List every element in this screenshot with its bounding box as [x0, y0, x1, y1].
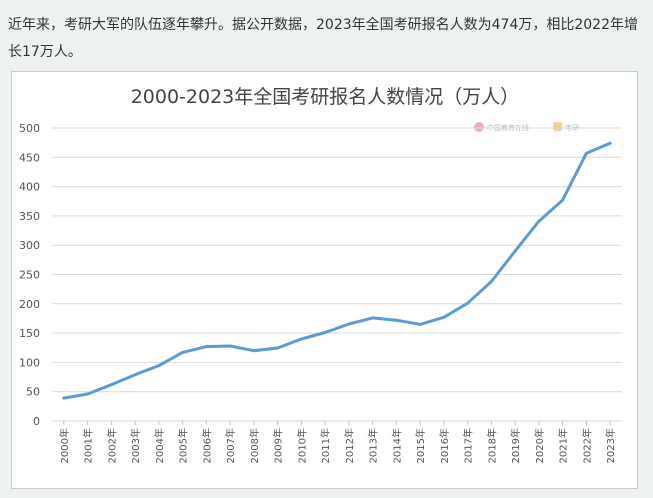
data-point — [418, 322, 422, 326]
series-line — [62, 141, 612, 400]
x-tick-label: 2023年 — [604, 428, 617, 463]
line-chart: 2000-2023年全国考研报名人数情况（万人） 中国教育在线 考研 0 50 10… — [19, 86, 622, 463]
x-tick-label: 2022年 — [580, 428, 593, 463]
x-tick-label: 2007年 — [224, 428, 237, 463]
data-point — [181, 350, 185, 354]
x-tick-label: 2020年 — [533, 428, 546, 463]
x-tick-label: 2013年 — [367, 428, 380, 463]
y-tick-label: 100 — [19, 356, 40, 369]
x-tick-label: 2004年 — [153, 428, 166, 463]
watermark-logos: 中国教育在线 考研 — [474, 122, 579, 132]
data-point — [513, 249, 517, 253]
data-point — [276, 346, 280, 350]
y-tick-label: 400 — [19, 181, 40, 194]
data-point — [537, 219, 541, 223]
x-tick-label: 2017年 — [462, 428, 475, 463]
data-point — [204, 345, 208, 349]
x-tick-label: 2005年 — [177, 428, 190, 463]
y-tick-label: 450 — [19, 151, 40, 164]
data-point — [133, 373, 137, 377]
x-tick-label: 2012年 — [343, 428, 356, 463]
y-tick-label: 500 — [19, 122, 40, 135]
data-point — [323, 331, 327, 335]
x-tick-label: 2002年 — [105, 428, 118, 463]
data-point — [584, 151, 588, 155]
y-tick-label: 250 — [19, 269, 40, 282]
data-point — [489, 280, 493, 284]
x-tick-label: 2021年 — [557, 428, 570, 463]
data-point — [86, 392, 90, 396]
data-point — [442, 315, 446, 319]
y-tick-label: 300 — [19, 239, 40, 252]
chart-container: 2000-2023年全国考研报名人数情况（万人） 中国教育在线 考研 0 50 10… — [11, 71, 638, 489]
data-point — [561, 198, 565, 202]
data-point — [371, 316, 375, 320]
data-point — [608, 141, 612, 145]
x-tick-label: 2010年 — [295, 428, 308, 463]
x-tick-label: 2015年 — [414, 428, 427, 463]
gridlines — [52, 127, 622, 422]
x-tick-label: 2003年 — [129, 428, 142, 463]
y-axis: 0 50 100 150 200 250 300 350 400 450 500 — [19, 122, 40, 428]
x-tick-label: 2009年 — [272, 428, 285, 463]
y-tick-label: 50 — [26, 386, 40, 399]
x-tick-label: 2006年 — [200, 428, 213, 463]
y-tick-label: 350 — [19, 210, 40, 223]
y-tick-label: 200 — [19, 298, 40, 311]
y-tick-label: 150 — [19, 327, 40, 340]
data-point — [394, 318, 398, 322]
intro-paragraph: 近年来，考研大军的队伍逐年攀升。据公开数据，2023年全国考研报名人数为474万… — [8, 17, 638, 60]
data-point — [347, 322, 351, 326]
china-education-online-logo-icon — [474, 122, 484, 132]
data-point — [62, 396, 66, 400]
chart-title: 2000-2023年全国考研报名人数情况（万人） — [131, 86, 520, 108]
series-layer — [62, 141, 612, 400]
x-tick-label: 2014年 — [390, 428, 403, 463]
data-point — [157, 364, 161, 368]
secondary-logo-icon — [553, 122, 562, 131]
data-point — [299, 337, 303, 341]
data-point — [252, 349, 256, 353]
x-axis: 2000年 2001年 2002年 2003年 2004年 2005年 2006年 2007年… — [58, 421, 617, 463]
data-point — [466, 301, 470, 305]
x-tick-label: 2016年 — [438, 428, 451, 463]
x-tick-label: 2011年 — [319, 428, 332, 463]
x-tick-label: 2018年 — [485, 428, 498, 463]
x-tick-label: 2000年 — [58, 428, 71, 463]
x-tick-label: 2001年 — [82, 428, 95, 463]
data-point — [228, 344, 232, 348]
data-point — [109, 383, 113, 387]
x-tick-label: 2008年 — [248, 428, 261, 463]
x-tick-label: 2019年 — [509, 428, 522, 463]
y-tick-label: 0 — [33, 415, 40, 428]
